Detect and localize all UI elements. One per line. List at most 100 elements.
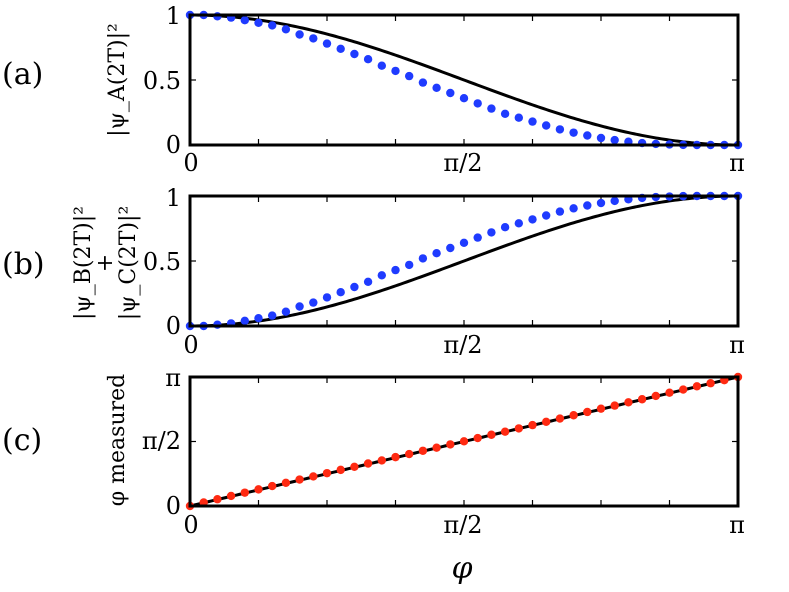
panel-b-data-point: [555, 207, 565, 216]
panel-b-ytick-label-2: 1: [166, 184, 181, 212]
panel-b-xtick-label-0: 0: [183, 331, 198, 359]
panel-b-ytick-label-1: 0.5: [143, 248, 181, 276]
panel-c-data-point: [706, 379, 715, 388]
panel-c-data-point: [254, 485, 263, 494]
panel-a-data-point: [240, 16, 250, 25]
panel-a-data-point: [254, 18, 263, 27]
panel-c-data-point: [555, 414, 565, 423]
panel-c-markers: [185, 372, 743, 511]
panel-c-ytick-label-1: π/2: [142, 427, 181, 455]
panel-b-ytick-label-0: 0: [166, 312, 181, 340]
panel-c-xtick-label-2: π: [729, 511, 745, 539]
panel-b-data-point: [500, 223, 510, 232]
panel-b-ytick-labels: 0 0.5 1: [143, 184, 181, 340]
panel-b-ylabel-plus: +: [93, 254, 118, 272]
panel-c-xtick-label-1: π/2: [443, 511, 482, 539]
panel-b-frame: [188, 194, 740, 328]
panel-b-data-point: [596, 198, 606, 208]
panel-c-data-point: [418, 446, 428, 455]
panel-a-data-point: [555, 125, 565, 134]
panel-b-data-point: [322, 293, 332, 302]
panel-a: (a) |ψ_A(2T)|² 0 0.5 1 0 π/2 π: [2, 2, 745, 177]
panel-c-data-point: [377, 456, 387, 465]
panel-b-ylabel-bottom: |ψ_C(2T)|²: [116, 206, 141, 321]
panel-c-data-point: [541, 417, 551, 427]
panel-c-data-point: [267, 481, 277, 491]
panel-c-data-point: [295, 475, 304, 484]
panel-b-markers: [185, 191, 743, 331]
panel-a-xtick-label-2: π: [729, 149, 745, 177]
panel-b-data-point: [487, 228, 496, 237]
panel-b-data-point: [473, 233, 482, 242]
panel-c-data-point: [651, 391, 661, 401]
panel-c-data-point: [226, 491, 236, 501]
panel-c-data-point: [281, 478, 291, 487]
panel-c-data-point: [432, 443, 441, 452]
panel-c-frame: [188, 375, 740, 508]
panel-c-data-point: [692, 382, 702, 391]
panel-c-data-point: [459, 437, 469, 446]
panel-a-data-point: [487, 104, 496, 113]
panel-c-data-point: [624, 398, 633, 407]
panel-c-data-point: [528, 420, 537, 430]
panel-c-data-point: [336, 465, 345, 475]
panel-a-ytick-label-1: 0.5: [143, 67, 181, 95]
panel-c: (c) φ measured 0 π/2 π 0 π/2 π φ: [2, 364, 745, 586]
panel-a-data-point: [391, 66, 400, 76]
panel-c-data-point: [213, 495, 222, 504]
panel-c-ylabel: φ measured: [105, 374, 130, 506]
panel-a-data-point: [596, 133, 606, 143]
panel-c-data-point: [473, 433, 482, 443]
panel-b-xtick-label-1: π/2: [443, 331, 482, 359]
panel-b-theory-line: [189, 194, 739, 328]
panel-a-data-point: [541, 121, 551, 130]
panel-b-data-point: [336, 288, 345, 297]
panel-b-data-point: [350, 282, 359, 292]
panel-a-xtick-label-0: 0: [183, 149, 198, 177]
panel-c-ytick-labels: 0 π/2 π: [142, 364, 181, 520]
panel-a-data-point: [404, 71, 414, 81]
panel-c-data-point: [363, 459, 373, 468]
panel-a-ylabel: |ψ_A(2T)|²: [105, 23, 130, 137]
panel-a-data-point: [336, 44, 345, 53]
panel-a-data-point: [500, 109, 510, 119]
panel-a-ytick-labels: 0 0.5 1: [143, 2, 181, 159]
panel-c-data-point: [404, 449, 414, 459]
panel-b-data-point: [267, 311, 277, 320]
panel-b-ylabel-top: |ψ_B(2T)|²: [71, 206, 96, 320]
panel-a-data-point: [267, 21, 277, 30]
panel-a-data-point: [432, 83, 441, 93]
panel-c-data-point: [240, 488, 250, 497]
panel-c-data-point: [514, 424, 524, 433]
panel-c-ytick-label-2: π: [165, 364, 181, 392]
panel-a-data-point: [322, 39, 332, 48]
panel-c-xtick-label-0: 0: [183, 511, 198, 539]
panel-b-data-point: [295, 302, 304, 311]
panel-a-data-point: [583, 131, 592, 140]
panel-a-xtick-label-1: π/2: [443, 149, 482, 177]
panel-a-data-point: [514, 113, 524, 122]
panel-c-data-point: [583, 407, 592, 417]
panel-a-data-point: [377, 61, 387, 70]
panel-a-data-point: [363, 55, 373, 64]
panel-b: (b) |ψ_B(2T)|² + |ψ_C(2T)|² 0 0.5 1 0 π/…: [2, 184, 745, 359]
panel-a-ytick-label-2: 1: [166, 2, 181, 30]
panel-b-data-point: [404, 260, 414, 270]
panel-b-data-point: [541, 211, 551, 220]
panel-c-label: (c): [2, 423, 42, 458]
panel-a-data-point: [473, 99, 482, 108]
panel-a-data-point: [295, 30, 304, 39]
panel-c-data-point: [391, 452, 400, 462]
panel-a-frame: [188, 13, 740, 147]
panel-c-data-point: [322, 468, 332, 478]
panel-b-data-point: [569, 204, 578, 213]
panel-a-data-point: [459, 94, 469, 103]
panel-a-data-point: [418, 78, 428, 87]
panel-a-label: (a): [2, 57, 43, 92]
panel-a-data-point: [528, 117, 537, 126]
panel-b-data-point: [459, 238, 469, 247]
panel-b-data-point: [418, 254, 428, 263]
panel-b-data-point: [514, 219, 524, 228]
panel-a-data-point: [281, 25, 291, 34]
